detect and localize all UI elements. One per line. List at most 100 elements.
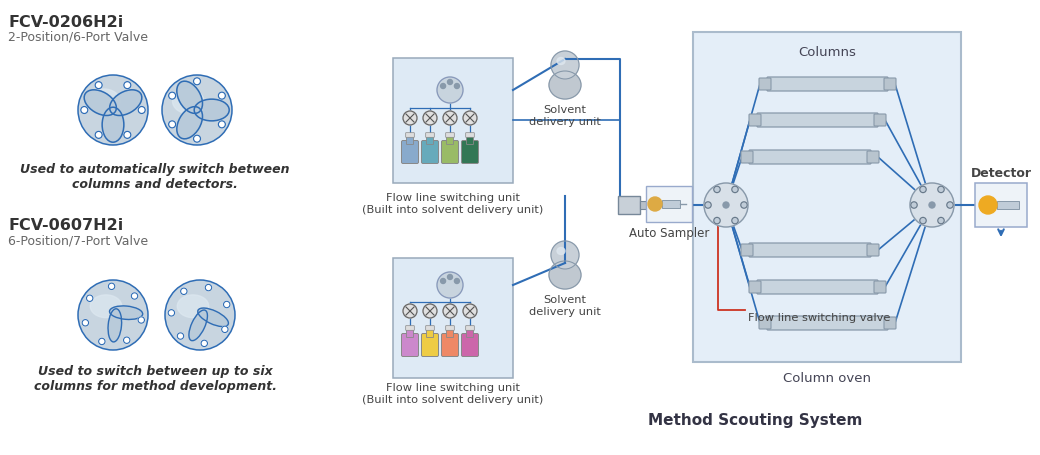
FancyBboxPatch shape: [874, 281, 886, 293]
Ellipse shape: [189, 310, 207, 341]
Ellipse shape: [177, 106, 203, 139]
FancyBboxPatch shape: [393, 58, 513, 183]
FancyBboxPatch shape: [446, 133, 454, 137]
FancyBboxPatch shape: [749, 114, 761, 126]
Ellipse shape: [194, 99, 229, 121]
FancyBboxPatch shape: [640, 201, 650, 209]
Text: (Built into solvent delivery unit): (Built into solvent delivery unit): [362, 395, 544, 405]
Circle shape: [447, 274, 452, 279]
FancyBboxPatch shape: [466, 133, 474, 137]
Circle shape: [124, 337, 130, 344]
Circle shape: [78, 280, 148, 350]
Circle shape: [181, 288, 187, 294]
Ellipse shape: [108, 309, 122, 342]
FancyBboxPatch shape: [407, 136, 414, 145]
Circle shape: [168, 121, 176, 128]
Text: (Built into solvent delivery unit): (Built into solvent delivery unit): [362, 205, 544, 215]
FancyBboxPatch shape: [446, 136, 453, 145]
FancyBboxPatch shape: [749, 281, 761, 293]
FancyBboxPatch shape: [757, 280, 878, 294]
Circle shape: [82, 319, 88, 326]
Text: Auto Sampler: Auto Sampler: [629, 227, 709, 240]
FancyBboxPatch shape: [406, 133, 414, 137]
Circle shape: [463, 111, 477, 125]
Text: Columns: Columns: [798, 46, 856, 59]
Circle shape: [441, 84, 445, 89]
FancyBboxPatch shape: [618, 196, 640, 214]
Circle shape: [201, 340, 207, 347]
Circle shape: [713, 186, 721, 192]
FancyBboxPatch shape: [768, 77, 888, 91]
FancyBboxPatch shape: [442, 334, 459, 357]
FancyBboxPatch shape: [462, 334, 478, 357]
FancyBboxPatch shape: [401, 141, 418, 163]
Ellipse shape: [549, 71, 581, 99]
FancyBboxPatch shape: [446, 326, 454, 330]
Text: Solvent
delivery unit: Solvent delivery unit: [529, 295, 601, 317]
FancyBboxPatch shape: [401, 334, 418, 357]
Ellipse shape: [177, 295, 209, 318]
FancyBboxPatch shape: [662, 200, 680, 208]
Circle shape: [441, 278, 445, 283]
Ellipse shape: [88, 89, 120, 113]
Circle shape: [437, 272, 463, 298]
FancyBboxPatch shape: [740, 244, 753, 256]
Text: Method Scouting System: Method Scouting System: [648, 413, 862, 428]
Ellipse shape: [549, 261, 581, 289]
FancyBboxPatch shape: [442, 141, 459, 163]
Circle shape: [131, 293, 137, 299]
Ellipse shape: [557, 57, 565, 65]
Circle shape: [723, 202, 729, 208]
Circle shape: [551, 51, 579, 79]
Text: FCV-0206H2i: FCV-0206H2i: [8, 15, 124, 30]
FancyBboxPatch shape: [466, 326, 474, 330]
Circle shape: [218, 92, 226, 99]
Circle shape: [454, 278, 460, 283]
Circle shape: [404, 111, 417, 125]
Ellipse shape: [557, 248, 565, 254]
Circle shape: [168, 92, 176, 99]
FancyBboxPatch shape: [462, 141, 478, 163]
FancyBboxPatch shape: [425, 326, 435, 330]
Circle shape: [979, 196, 997, 214]
Circle shape: [919, 217, 927, 224]
Circle shape: [108, 283, 114, 289]
FancyBboxPatch shape: [393, 258, 513, 378]
Circle shape: [95, 131, 102, 138]
FancyBboxPatch shape: [426, 329, 434, 338]
Text: Column oven: Column oven: [783, 372, 872, 385]
Circle shape: [162, 75, 232, 145]
Circle shape: [919, 186, 927, 192]
Circle shape: [704, 183, 748, 227]
Circle shape: [193, 78, 201, 85]
Ellipse shape: [102, 107, 124, 142]
Ellipse shape: [198, 308, 229, 327]
Circle shape: [443, 111, 457, 125]
FancyBboxPatch shape: [740, 151, 753, 163]
Circle shape: [165, 280, 235, 350]
Circle shape: [705, 202, 711, 208]
FancyBboxPatch shape: [867, 244, 879, 256]
Circle shape: [437, 77, 463, 103]
Ellipse shape: [84, 90, 116, 116]
Text: Used to switch between up to six: Used to switch between up to six: [37, 365, 272, 378]
Text: FCV-0607H2i: FCV-0607H2i: [8, 218, 124, 233]
Circle shape: [946, 202, 954, 208]
Ellipse shape: [109, 306, 142, 319]
FancyBboxPatch shape: [867, 151, 879, 163]
Circle shape: [648, 197, 662, 211]
Circle shape: [732, 186, 738, 192]
Text: 2-Position/6-Port Valve: 2-Position/6-Port Valve: [8, 31, 148, 44]
FancyBboxPatch shape: [425, 133, 435, 137]
Circle shape: [551, 241, 579, 269]
Circle shape: [222, 326, 228, 333]
Circle shape: [911, 202, 917, 208]
Text: columns and detectors.: columns and detectors.: [72, 178, 238, 191]
FancyBboxPatch shape: [874, 114, 886, 126]
Text: Solvent
delivery unit: Solvent delivery unit: [529, 105, 601, 126]
Circle shape: [168, 310, 175, 316]
Circle shape: [463, 304, 477, 318]
Circle shape: [99, 338, 105, 344]
Circle shape: [423, 111, 437, 125]
Text: Flow line switching unit: Flow line switching unit: [386, 383, 520, 393]
